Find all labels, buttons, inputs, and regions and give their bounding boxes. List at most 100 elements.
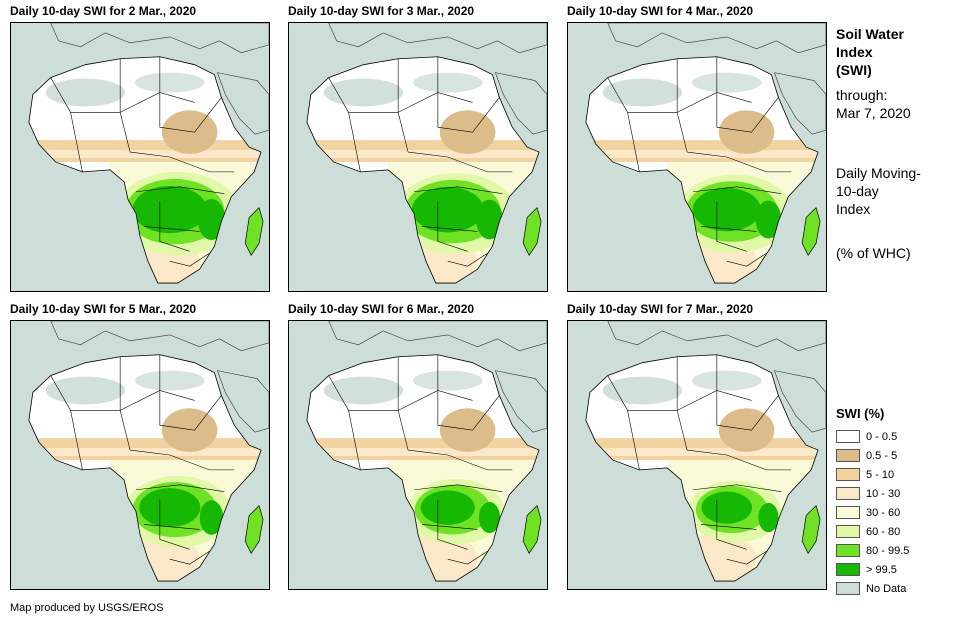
horn-band (439, 110, 496, 155)
horn-band (161, 110, 218, 155)
map-svg (11, 23, 269, 291)
side-title-line-2: Index (836, 44, 873, 60)
country-border (159, 56, 222, 133)
country-border (413, 484, 503, 493)
country-border (437, 354, 500, 431)
sahel-moist-band (308, 448, 540, 456)
country-border (119, 58, 131, 153)
country-border (169, 551, 210, 565)
footer-credit: Map produced by USGS/EROS (10, 602, 164, 614)
panel-title: Daily 10-day SWI for 6 Mar., 2020 (288, 302, 475, 316)
through-label: through: (836, 87, 888, 103)
legend-swatch (836, 563, 860, 576)
swi-map (567, 320, 827, 590)
country-border (135, 186, 225, 195)
country-border (726, 551, 767, 565)
country-border (676, 356, 688, 451)
africa-coastline (306, 354, 540, 582)
map-svg (289, 321, 547, 589)
europe-landmass (50, 23, 269, 54)
country-border (437, 201, 468, 252)
legend-label: 0.5 - 5 (866, 449, 898, 462)
madagascar (244, 206, 264, 256)
sahel-moist-band (587, 448, 819, 456)
panel-title: Daily 10-day SWI for 7 Mar., 2020 (567, 302, 754, 316)
arabia-landmass (216, 370, 269, 433)
panel-title: Daily 10-day SWI for 4 Mar., 2020 (567, 4, 754, 18)
legend-label: 10 - 30 (866, 487, 901, 500)
legend-swatch (836, 487, 860, 500)
madagascar (801, 504, 821, 554)
horn-band (718, 408, 775, 453)
sahel-moist-band (30, 448, 262, 456)
country-border (143, 524, 200, 530)
sahel-moist-band (30, 150, 262, 158)
country-border (726, 253, 767, 267)
map-svg (568, 321, 826, 589)
country-border (700, 524, 757, 530)
panel-title: Daily 10-day SWI for 5 Mar., 2020 (10, 302, 197, 316)
sahel-moist-band (308, 150, 540, 158)
legend-title: SWI (%) (836, 406, 885, 421)
arabia-landmass (773, 72, 826, 135)
legend-label: 60 - 80 (866, 525, 901, 538)
europe-landmass (328, 23, 547, 54)
arabia-landmass (773, 370, 826, 433)
saturated-zone (692, 187, 761, 232)
madagascar (522, 504, 542, 554)
legend: SWI (%) 0 - 0.5 0.5 - 5 5 - 10 10 - 30 3… (836, 406, 909, 598)
sahel-moist-band (587, 150, 819, 158)
country-border (348, 112, 361, 172)
country-border (408, 449, 513, 471)
country-border (437, 499, 468, 550)
country-border (716, 354, 779, 431)
legend-item: 0.5 - 5 (836, 446, 909, 465)
arabia-landmass (216, 72, 269, 135)
legend-label: 30 - 60 (866, 506, 901, 519)
arabia-landmass (494, 72, 547, 135)
mozambique-wet (476, 199, 503, 240)
country-border (159, 499, 190, 550)
legend-item: 60 - 80 (836, 522, 909, 541)
country-border (676, 58, 688, 153)
legend-swatch (836, 506, 860, 519)
panel-title: Daily 10-day SWI for 2 Mar., 2020 (10, 4, 197, 18)
legend-item: 10 - 30 (836, 484, 909, 503)
legend-item: 80 - 99.5 (836, 541, 909, 560)
country-border (159, 201, 190, 252)
mozambique-wet (758, 502, 779, 533)
swi-map (288, 320, 548, 590)
libya-nodata (692, 370, 762, 391)
madagascar (801, 206, 821, 256)
country-border (627, 112, 640, 172)
country-border (687, 151, 792, 173)
country-border (421, 524, 478, 530)
legend-item: > 99.5 (836, 560, 909, 579)
mozambique-wet (197, 198, 226, 241)
swi-map (288, 22, 548, 292)
horn-band (718, 110, 775, 155)
saturated-zone (139, 488, 201, 528)
horn-band (161, 408, 218, 453)
map-svg (289, 23, 547, 291)
country-border (716, 201, 747, 252)
country-border (130, 151, 235, 173)
sahara-nodata (45, 376, 126, 405)
mozambique-wet (199, 500, 224, 535)
sahara-nodata (602, 376, 683, 405)
legend-label: 80 - 99.5 (866, 544, 910, 557)
africa-coastline (585, 56, 819, 284)
side-title: Soil Water Index (SWI) (836, 25, 904, 79)
swi-map (10, 22, 270, 292)
country-border (687, 449, 792, 471)
country-border (716, 499, 747, 550)
country-border (70, 112, 83, 172)
europe-landmass (607, 23, 826, 54)
country-border (716, 56, 779, 133)
mozambique-wet (478, 502, 501, 534)
country-border (627, 410, 640, 470)
saturated-zone (411, 186, 484, 233)
through-date: Mar 7, 2020 (836, 105, 911, 121)
legend-swatch (836, 430, 860, 443)
legend-swatch (836, 525, 860, 538)
